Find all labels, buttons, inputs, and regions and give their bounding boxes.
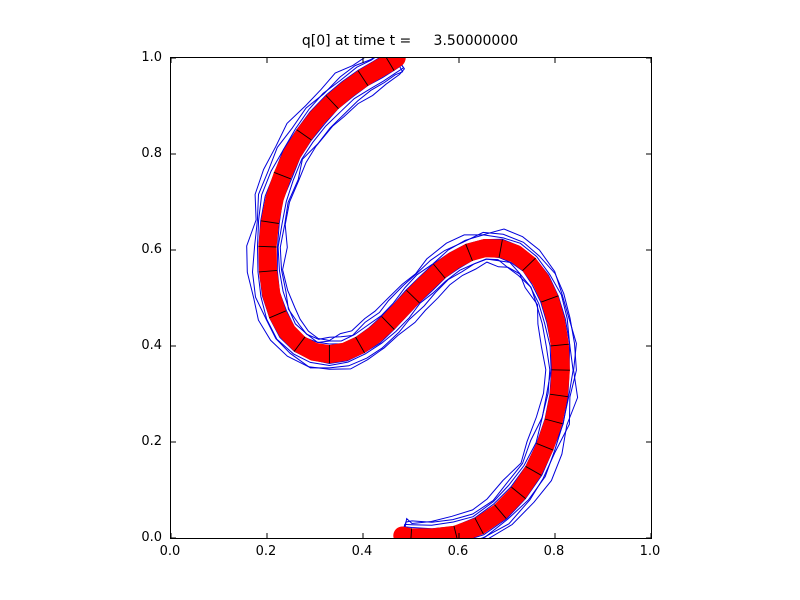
y-tick-label: 0.6 (141, 242, 162, 257)
x-tick-label: 1.0 (639, 544, 661, 559)
mesh-line (465, 243, 473, 262)
mesh-line (541, 295, 559, 303)
axes (170, 57, 652, 539)
mesh-line (494, 504, 507, 519)
plot-title: q[0] at time t = 3.50000000 (301, 33, 519, 49)
mesh-line (381, 316, 395, 330)
mesh-line (549, 393, 568, 398)
contour-line (246, 58, 579, 538)
mesh-line (296, 129, 312, 141)
y-tick-label: 0.2 (141, 434, 162, 449)
mesh-line (544, 418, 563, 425)
mesh-line (260, 220, 279, 224)
mesh-line (355, 336, 365, 354)
mesh-line (325, 95, 339, 110)
mesh-line (410, 528, 413, 538)
contour-line (251, 58, 577, 538)
y-tick-label: 0.0 (141, 530, 162, 545)
mesh-line (258, 245, 277, 248)
contour-line (256, 58, 574, 538)
mesh-line (293, 336, 306, 352)
x-tick-label: 0.6 (447, 544, 469, 559)
mesh-line (550, 343, 569, 347)
mesh-line (385, 58, 395, 71)
mesh-line (406, 289, 420, 304)
mesh-line (474, 517, 484, 535)
mesh-line (536, 442, 554, 451)
mesh-line (269, 310, 287, 319)
contour-plot (171, 58, 651, 538)
mesh-line (498, 239, 503, 258)
x-tick-label: 0.8 (543, 544, 565, 559)
mesh-line (273, 171, 292, 180)
mesh-line (453, 525, 458, 538)
x-tick-label: 0.2 (255, 544, 277, 559)
mesh-line (511, 486, 526, 499)
tracer-band (258, 58, 570, 538)
x-tick-label: 0.0 (159, 544, 181, 559)
mesh-line (357, 70, 369, 87)
mesh-line (433, 263, 446, 279)
x-tick-label: 0.4 (351, 544, 373, 559)
y-tick-label: 0.4 (141, 338, 162, 353)
y-tick-label: 1.0 (141, 50, 162, 65)
mesh-line (258, 269, 278, 273)
y-tick-label: 0.8 (141, 146, 162, 161)
mesh-line (525, 465, 542, 476)
mesh-line (522, 257, 536, 272)
